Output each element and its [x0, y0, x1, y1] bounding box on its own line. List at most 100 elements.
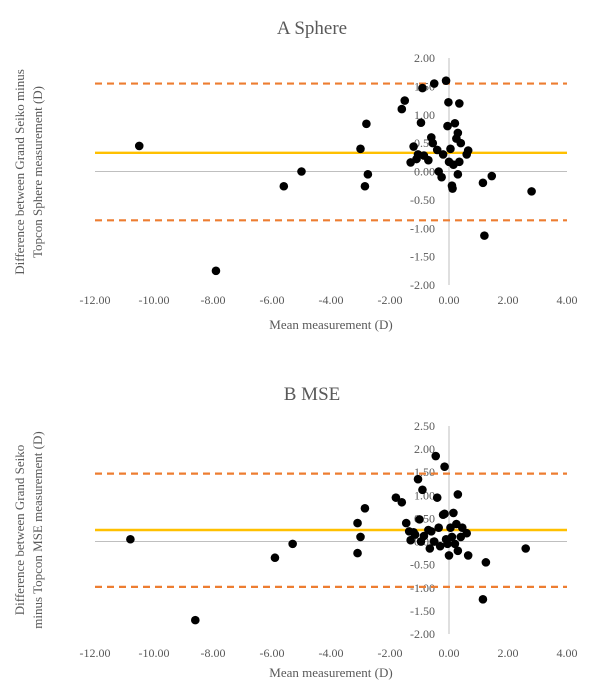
- x-tick-label: -12.00: [80, 646, 111, 660]
- data-point: [455, 99, 464, 108]
- x-tick-label: 4.00: [557, 293, 578, 307]
- y-tick-label: 1.00: [414, 108, 435, 122]
- data-point: [353, 518, 362, 528]
- x-tick-label: -6.00: [260, 646, 285, 660]
- data-point: [480, 231, 489, 240]
- data-point: [450, 118, 460, 128]
- data-point: [456, 138, 466, 148]
- data-point: [448, 184, 457, 193]
- data-point: [270, 553, 280, 563]
- data-point: [397, 497, 407, 507]
- data-point: [360, 503, 370, 513]
- data-point: [362, 119, 371, 129]
- data-point: [425, 544, 435, 553]
- x-axis-label: Mean measurement (D): [269, 665, 392, 680]
- data-point: [428, 138, 438, 148]
- data-point: [410, 530, 420, 539]
- x-tick-label: -8.00: [201, 646, 226, 660]
- data-point: [478, 595, 488, 604]
- data-point: [487, 171, 497, 181]
- y-tick-label: -2.00: [410, 627, 435, 641]
- x-tick-label: 2.00: [498, 293, 519, 307]
- x-tick-label: 4.00: [557, 646, 578, 660]
- data-point: [435, 541, 445, 551]
- data-point: [453, 128, 463, 138]
- data-point: [211, 266, 221, 276]
- data-point: [360, 181, 370, 191]
- data-point: [401, 518, 411, 528]
- data-point: [440, 509, 449, 519]
- y-axis-label-line-2: minus Topcon MSE measurement (D): [30, 431, 45, 628]
- x-tick-label: -6.00: [260, 293, 285, 307]
- chart-panel-a: A Sphere2.001.501.000.500.00-0.50-1.00-1…: [12, 18, 578, 332]
- data-point: [453, 170, 463, 179]
- x-tick-label: 2.00: [498, 646, 519, 660]
- data-point: [400, 96, 410, 105]
- data-point: [446, 144, 455, 154]
- y-tick-label: -1.50: [410, 250, 435, 264]
- data-point: [463, 146, 473, 155]
- data-point: [521, 544, 530, 553]
- data-point: [424, 155, 433, 165]
- x-tick-label: 0.00: [439, 646, 460, 660]
- data-point: [444, 97, 453, 107]
- y-tick-label: -0.50: [410, 193, 435, 207]
- data-point: [429, 537, 439, 546]
- x-axis-label: Mean measurement (D): [269, 317, 392, 332]
- data-point: [191, 615, 200, 625]
- data-point: [427, 527, 436, 536]
- data-point: [429, 79, 439, 88]
- data-point: [391, 493, 401, 502]
- data-point: [450, 539, 460, 549]
- data-point: [440, 462, 449, 471]
- data-point: [363, 170, 373, 179]
- data-point: [455, 157, 464, 167]
- data-point: [527, 187, 536, 196]
- data-point: [443, 121, 452, 131]
- x-tick-label: -4.00: [319, 646, 344, 660]
- y-tick-label: -2.00: [410, 278, 435, 292]
- data-point: [449, 508, 458, 518]
- x-tick-label: -4.00: [319, 293, 344, 307]
- data-point: [356, 144, 365, 154]
- y-axis-label-line-1: Difference between Grand Seiko minus: [12, 69, 27, 275]
- y-tick-label: -1.50: [410, 604, 435, 618]
- chart-title: B MSE: [284, 384, 341, 405]
- data-point: [126, 534, 135, 544]
- data-point: [432, 493, 442, 502]
- data-point: [444, 551, 454, 560]
- data-point: [418, 83, 427, 93]
- data-point: [288, 539, 297, 549]
- data-point: [397, 104, 407, 114]
- x-tick-label: -8.00: [201, 293, 226, 307]
- x-tick-label: -2.00: [378, 646, 403, 660]
- data-point: [447, 532, 457, 542]
- x-tick-label: -10.00: [139, 293, 170, 307]
- data-point: [419, 531, 429, 541]
- data-point: [418, 485, 427, 495]
- x-tick-label: 0.00: [439, 293, 460, 307]
- data-point: [434, 523, 443, 532]
- data-point: [297, 167, 306, 176]
- data-point: [443, 539, 452, 549]
- data-point: [438, 150, 448, 159]
- x-tick-label: -2.00: [378, 293, 403, 307]
- data-point: [437, 172, 446, 182]
- data-point: [279, 181, 289, 191]
- y-tick-label: -0.50: [410, 558, 435, 572]
- data-point: [462, 528, 472, 538]
- y-tick-label: 0.00: [414, 165, 435, 179]
- x-tick-label: -12.00: [80, 293, 111, 307]
- y-tick-label: 2.00: [414, 51, 435, 65]
- chart-panel-b: B MSE2.502.001.501.000.500.00-0.50-1.00-…: [12, 384, 578, 680]
- data-point: [432, 145, 442, 155]
- y-tick-label: 2.50: [414, 419, 435, 433]
- data-point: [453, 490, 463, 499]
- data-point: [353, 548, 362, 558]
- data-point: [478, 178, 488, 188]
- y-axis-label-line-1: Difference between Grand Seiko: [12, 445, 27, 616]
- data-point: [463, 551, 473, 560]
- y-tick-label: 2.00: [414, 442, 435, 456]
- data-point: [441, 76, 451, 85]
